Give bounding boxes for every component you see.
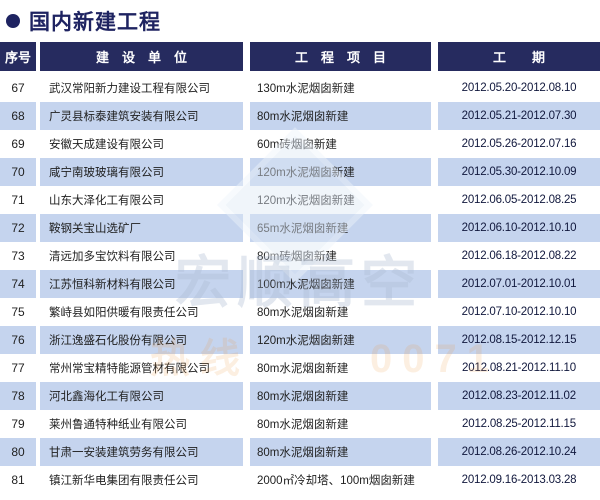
- table-row: 71 山东大泽化工有限公司 120m水泥烟囱新建 2012.06.05-2012…: [0, 186, 600, 214]
- row-period: 2012.05.20-2012.08.10: [438, 74, 600, 102]
- row-no: 70: [0, 158, 40, 186]
- table-row: 68 广灵县标泰建筑安装有限公司 80m水泥烟囱新建 2012.05.21-20…: [0, 102, 600, 130]
- row-no: 69: [0, 130, 40, 158]
- table-row: 81 镇江新华电集团有限责任公司 2000㎡冷却塔、100m烟囱新建 2012.…: [0, 466, 600, 494]
- table-row: 80 甘肃一安装建筑劳务有限公司 80m水泥烟囱新建 2012.08.26-20…: [0, 438, 600, 466]
- row-company: 山东大泽化工有限公司: [40, 186, 250, 214]
- row-no: 73: [0, 242, 40, 270]
- table-row: 79 莱州鲁通特种纸业有限公司 80m水泥烟囱新建 2012.08.25-201…: [0, 410, 600, 438]
- row-period: 2012.07.10-2012.10.10: [438, 298, 600, 326]
- row-no: 75: [0, 298, 40, 326]
- row-company: 咸宁南玻玻璃有限公司: [40, 158, 250, 186]
- row-project: 130m水泥烟囱新建: [250, 74, 438, 102]
- row-no: 68: [0, 102, 40, 130]
- row-period: 2012.07.01-2012.10.01: [438, 270, 600, 298]
- row-project: 120m水泥烟囱新建: [250, 158, 438, 186]
- table-row: 75 繁峙县如阳供暖有限责任公司 80m水泥烟囱新建 2012.07.10-20…: [0, 298, 600, 326]
- row-period: 2012.05.30-2012.10.09: [438, 158, 600, 186]
- row-no: 76: [0, 326, 40, 354]
- row-project: 80m砖烟囱新建: [250, 242, 438, 270]
- row-period: 2012.08.23-2012.11.02: [438, 382, 600, 410]
- row-no: 71: [0, 186, 40, 214]
- header-cell-company: 建 设 单 位: [40, 42, 250, 71]
- page-header: 国内新建工程: [0, 0, 600, 42]
- row-no: 80: [0, 438, 40, 466]
- row-no: 79: [0, 410, 40, 438]
- row-company: 莱州鲁通特种纸业有限公司: [40, 410, 250, 438]
- header-cell-period: 工 期: [438, 42, 600, 71]
- row-project: 60m砖烟囱新建: [250, 130, 438, 158]
- row-no: 78: [0, 382, 40, 410]
- row-company: 甘肃一安装建筑劳务有限公司: [40, 438, 250, 466]
- row-no: 81: [0, 466, 40, 494]
- row-project: 65m水泥烟囱新建: [250, 214, 438, 242]
- row-period: 2012.06.05-2012.08.25: [438, 186, 600, 214]
- row-period: 2012.05.21-2012.07.30: [438, 102, 600, 130]
- row-project: 80m水泥烟囱新建: [250, 298, 438, 326]
- row-period: 2012.09.16-2013.03.28: [438, 466, 600, 494]
- header-cell-project: 工 程 项 目: [250, 42, 438, 71]
- row-period: 2012.06.18-2012.08.22: [438, 242, 600, 270]
- table-row: 77 常州常宝精特能源管材有限公司 80m水泥烟囱新建 2012.08.21-2…: [0, 354, 600, 382]
- row-project: 80m水泥烟囱新建: [250, 410, 438, 438]
- row-project: 120m水泥烟囱新建: [250, 186, 438, 214]
- table-row: 74 江苏恒科新材料有限公司 100m水泥烟囱新建 2012.07.01-201…: [0, 270, 600, 298]
- table-row: 67 武汉常阳新力建设工程有限公司 130m水泥烟囱新建 2012.05.20-…: [0, 74, 600, 102]
- row-project: 2000㎡冷却塔、100m烟囱新建: [250, 466, 438, 494]
- row-company: 鞍钢关宝山选矿厂: [40, 214, 250, 242]
- row-no: 74: [0, 270, 40, 298]
- table-row: 78 河北鑫海化工有限公司 80m水泥烟囱新建 2012.08.23-2012.…: [0, 382, 600, 410]
- row-period: 2012.08.21-2012.11.10: [438, 354, 600, 382]
- page-title: 国内新建工程: [29, 11, 161, 34]
- row-period: 2012.08.15-2012.12.15: [438, 326, 600, 354]
- table-row: 70 咸宁南玻玻璃有限公司 120m水泥烟囱新建 2012.05.30-2012…: [0, 158, 600, 186]
- row-company: 河北鑫海化工有限公司: [40, 382, 250, 410]
- row-period: 2012.05.26-2012.07.16: [438, 130, 600, 158]
- row-period: 2012.08.25-2012.11.15: [438, 410, 600, 438]
- row-company: 安徽天成建设有限公司: [40, 130, 250, 158]
- row-company: 浙江逸盛石化股份有限公司: [40, 326, 250, 354]
- row-project: 80m水泥烟囱新建: [250, 438, 438, 466]
- row-company: 繁峙县如阳供暖有限责任公司: [40, 298, 250, 326]
- row-company: 常州常宝精特能源管材有限公司: [40, 354, 250, 382]
- row-company: 清远加多宝饮料有限公司: [40, 242, 250, 270]
- header-cell-no: 序号: [0, 42, 40, 71]
- row-period: 2012.08.26-2012.10.24: [438, 438, 600, 466]
- table-row: 69 安徽天成建设有限公司 60m砖烟囱新建 2012.05.26-2012.0…: [0, 130, 600, 158]
- table-row: 76 浙江逸盛石化股份有限公司 120m水泥烟囱新建 2012.08.15-20…: [0, 326, 600, 354]
- row-project: 100m水泥烟囱新建: [250, 270, 438, 298]
- row-project: 80m水泥烟囱新建: [250, 354, 438, 382]
- table-row: 73 清远加多宝饮料有限公司 80m砖烟囱新建 2012.06.18-2012.…: [0, 242, 600, 270]
- row-project: 80m水泥烟囱新建: [250, 102, 438, 130]
- bullet-icon: [6, 14, 20, 28]
- row-company: 江苏恒科新材料有限公司: [40, 270, 250, 298]
- row-period: 2012.06.10-2012.10.10: [438, 214, 600, 242]
- row-no: 67: [0, 74, 40, 102]
- row-company: 武汉常阳新力建设工程有限公司: [40, 74, 250, 102]
- row-company: 镇江新华电集团有限责任公司: [40, 466, 250, 494]
- table-body: 67 武汉常阳新力建设工程有限公司 130m水泥烟囱新建 2012.05.20-…: [0, 74, 600, 500]
- table-row: 72 鞍钢关宝山选矿厂 65m水泥烟囱新建 2012.06.10-2012.10…: [0, 214, 600, 242]
- projects-table: 序号 建 设 单 位 工 程 项 目 工 期 67 武汉常阳新力建设工程有限公司…: [0, 42, 600, 500]
- row-no: 72: [0, 214, 40, 242]
- table-header-row: 序号 建 设 单 位 工 程 项 目 工 期: [0, 42, 600, 71]
- row-project: 80m水泥烟囱新建: [250, 382, 438, 410]
- row-company: 广灵县标泰建筑安装有限公司: [40, 102, 250, 130]
- row-no: 77: [0, 354, 40, 382]
- row-project: 120m水泥烟囱新建: [250, 326, 438, 354]
